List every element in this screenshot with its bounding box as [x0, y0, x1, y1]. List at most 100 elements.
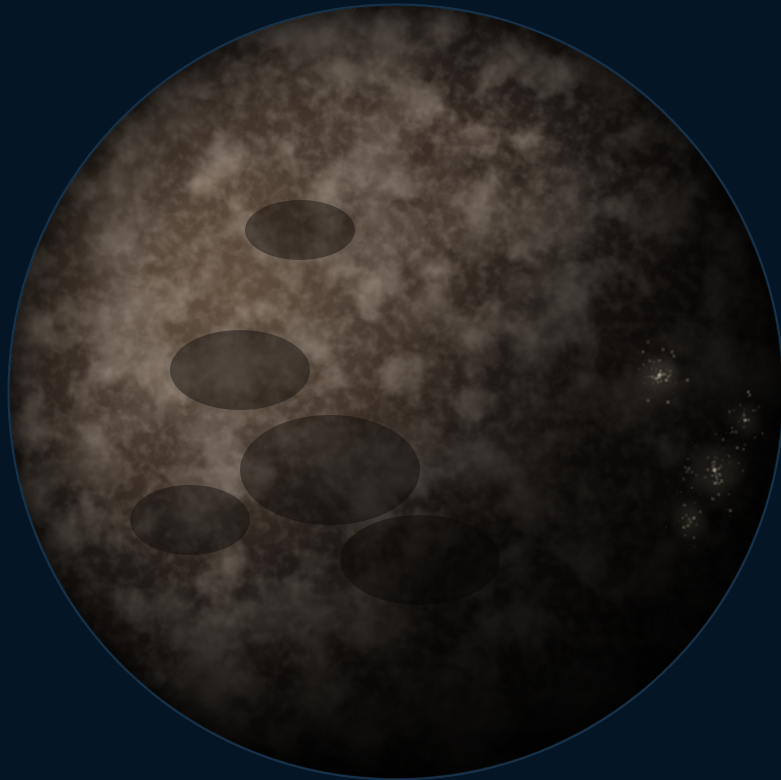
city-light	[743, 420, 746, 423]
city-light	[714, 461, 716, 463]
city-light	[687, 490, 689, 492]
city-light	[707, 480, 709, 482]
city-light	[746, 396, 748, 398]
city-light	[714, 471, 718, 475]
city-light	[736, 446, 739, 449]
city-light	[731, 426, 733, 429]
city-light	[714, 482, 717, 485]
city-light	[740, 417, 742, 419]
city-light	[711, 461, 714, 464]
city-light	[747, 394, 751, 398]
city-light	[683, 466, 687, 469]
city-light	[653, 342, 655, 344]
city-light	[644, 382, 647, 384]
city-light	[729, 509, 732, 512]
city-light	[688, 517, 691, 521]
city-light	[670, 350, 674, 354]
city-light	[719, 479, 721, 480]
city-light	[737, 462, 740, 465]
city-light	[743, 414, 745, 416]
city-light	[743, 426, 745, 428]
city-light	[652, 382, 654, 384]
city-light	[737, 421, 740, 423]
city-light	[731, 408, 733, 410]
city-light	[655, 381, 658, 383]
city-light	[638, 367, 641, 371]
city-light	[673, 393, 675, 395]
city-light	[706, 468, 709, 471]
city-light	[641, 350, 645, 353]
city-light	[667, 369, 670, 372]
city-light	[675, 381, 677, 383]
city-light	[734, 430, 738, 434]
city-light	[754, 416, 756, 418]
city-light	[711, 497, 715, 501]
city-light	[719, 465, 722, 468]
city-light	[657, 380, 659, 382]
city-light	[715, 493, 717, 495]
city-light	[659, 372, 661, 375]
city-light	[713, 469, 716, 472]
city-light	[658, 359, 661, 362]
city-light	[721, 459, 724, 462]
city-light	[655, 370, 657, 372]
city-light	[665, 378, 668, 382]
city-light	[729, 432, 731, 434]
city-light	[678, 520, 680, 522]
city-light	[684, 534, 686, 537]
city-light	[743, 408, 745, 411]
city-light	[654, 376, 657, 378]
city-light	[659, 370, 662, 373]
city-light	[715, 457, 718, 459]
city-light	[743, 418, 746, 421]
city-light	[742, 469, 744, 471]
city-light	[711, 465, 714, 468]
city-light	[658, 375, 661, 379]
city-light	[657, 382, 660, 384]
city-light	[685, 514, 688, 517]
city-light	[745, 420, 747, 422]
city-light	[689, 494, 691, 496]
city-light	[718, 495, 721, 497]
city-light	[656, 378, 658, 380]
city-light	[713, 467, 716, 470]
city-light	[752, 409, 755, 412]
city-light	[743, 411, 746, 414]
city-light	[668, 373, 672, 377]
city-light	[693, 545, 695, 548]
city-light	[731, 430, 734, 433]
city-light	[714, 469, 717, 472]
city-light	[646, 399, 650, 402]
city-light	[635, 385, 637, 387]
city-light	[663, 373, 666, 376]
city-light	[711, 480, 715, 484]
city-light	[651, 375, 654, 379]
city-light	[648, 375, 651, 378]
city-light	[739, 404, 742, 406]
city-light	[686, 524, 690, 527]
city-light	[663, 362, 665, 364]
city-light	[645, 376, 647, 378]
city-light	[685, 529, 687, 531]
city-light	[676, 517, 679, 519]
city-light	[690, 470, 694, 474]
city-light	[723, 447, 725, 450]
city-light	[728, 461, 730, 463]
city-light	[659, 374, 661, 377]
city-light	[718, 472, 720, 475]
city-light	[670, 373, 672, 375]
city-light	[721, 438, 725, 441]
city-light	[717, 493, 720, 496]
city-light	[656, 373, 658, 375]
city-light	[686, 378, 689, 382]
city-light	[682, 526, 685, 529]
city-light	[715, 477, 719, 480]
city-light	[753, 436, 756, 439]
city-light	[655, 368, 657, 370]
city-light	[699, 494, 701, 496]
city-light	[686, 498, 688, 500]
city-light	[713, 462, 716, 464]
city-light	[715, 433, 717, 435]
